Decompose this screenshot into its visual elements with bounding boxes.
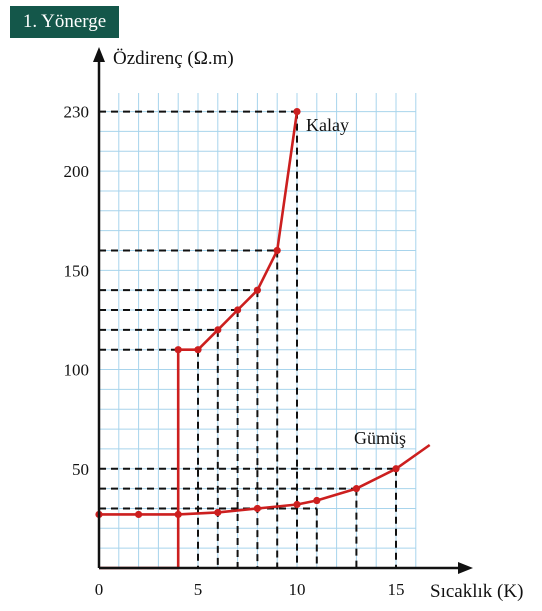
series-label-gumus: Gümüş — [354, 428, 406, 448]
chart-axes — [93, 47, 473, 574]
y-tick-label: 50 — [72, 460, 89, 479]
series-label-kalay: Kalay — [306, 115, 349, 135]
y-tick-label: 200 — [64, 162, 90, 181]
y-axis-title: Özdirenç (Ω.m) — [113, 48, 234, 69]
data-point — [293, 500, 301, 509]
data-markers — [95, 107, 400, 519]
x-tick-label: 5 — [194, 580, 203, 599]
x-axis-arrow — [458, 562, 473, 574]
series-lines — [99, 111, 431, 570]
x-tick-label: 15 — [388, 580, 405, 599]
series-line-1 — [99, 443, 431, 516]
data-point — [214, 326, 222, 334]
data-point — [253, 504, 261, 513]
data-point — [293, 107, 301, 116]
data-point — [253, 286, 261, 294]
y-tick-label: 230 — [64, 103, 90, 122]
x-axis-title: Sıcaklık (K) — [430, 581, 523, 602]
data-point — [194, 346, 202, 354]
x-tick-label: 10 — [289, 580, 306, 599]
y-axis-arrow — [93, 47, 105, 62]
x-tick-label: 0 — [95, 580, 104, 599]
data-point — [214, 508, 222, 517]
data-point — [392, 465, 400, 473]
data-point — [174, 510, 182, 519]
data-point — [273, 246, 281, 255]
data-point — [352, 485, 360, 493]
data-point — [234, 306, 242, 314]
instruction-badge: 1. Yönerge — [10, 6, 119, 38]
y-tick-label: 150 — [64, 261, 90, 280]
data-point — [313, 496, 321, 505]
data-point — [174, 346, 182, 354]
tick-labels: 0 5 10 15 50 100 150 200 230 — [64, 103, 405, 599]
data-point — [135, 510, 143, 519]
guide-lines — [99, 110, 397, 568]
y-tick-label: 100 — [64, 361, 90, 380]
